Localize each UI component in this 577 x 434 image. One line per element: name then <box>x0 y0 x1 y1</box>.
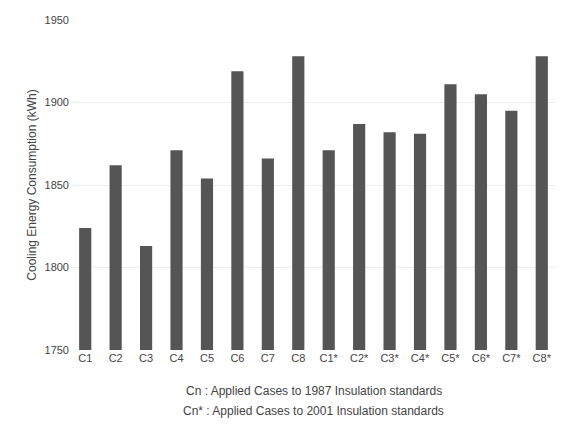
svg-text:Cooling Energy Consumption (kW: Cooling Energy Consumption (kWh) <box>25 89 39 280</box>
svg-text:Cn : Applied Cases to 1987 Ins: Cn : Applied Cases to 1987 Insulation st… <box>186 384 442 398</box>
svg-text:C2: C2 <box>109 352 123 364</box>
svg-text:1850: 1850 <box>45 179 69 191</box>
svg-text:C7*: C7* <box>502 352 521 364</box>
svg-text:C2*: C2* <box>350 352 369 364</box>
svg-text:C6*: C6* <box>472 352 491 364</box>
svg-text:C8: C8 <box>291 352 305 364</box>
svg-text:C4*: C4* <box>411 352 430 364</box>
svg-text:C8*: C8* <box>533 352 552 364</box>
svg-text:C5: C5 <box>200 352 214 364</box>
svg-text:C7: C7 <box>261 352 275 364</box>
svg-text:C1: C1 <box>78 352 92 364</box>
svg-text:1750: 1750 <box>45 344 69 356</box>
svg-text:C5*: C5* <box>441 352 460 364</box>
svg-text:1900: 1900 <box>45 96 69 108</box>
svg-text:C1*: C1* <box>320 352 339 364</box>
svg-text:C3*: C3* <box>380 352 399 364</box>
svg-text:1950: 1950 <box>45 14 69 26</box>
svg-text:Cn* : Applied Cases to 2001 In: Cn* : Applied Cases to 2001 Insulation s… <box>183 404 444 418</box>
svg-text:C3: C3 <box>139 352 153 364</box>
svg-text:C6: C6 <box>230 352 244 364</box>
svg-text:1800: 1800 <box>45 261 69 273</box>
svg-text:C4: C4 <box>169 352 183 364</box>
